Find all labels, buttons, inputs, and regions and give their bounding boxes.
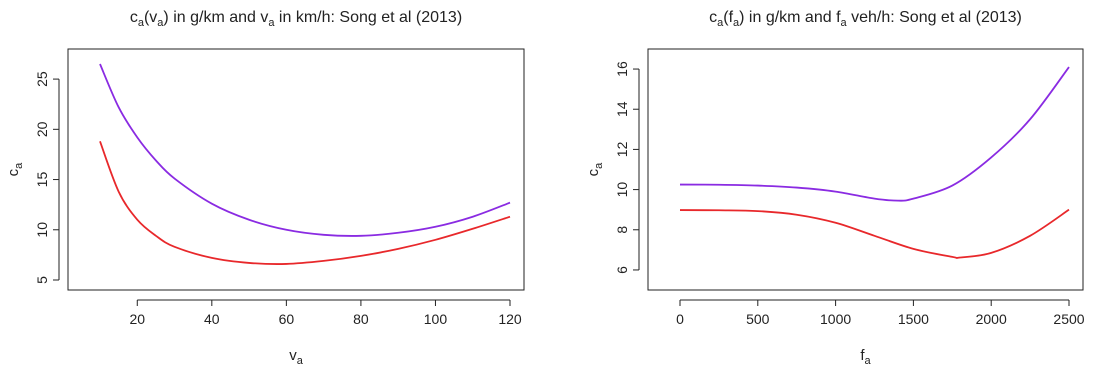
plot-frame [647, 48, 1084, 291]
x-axis-label: fa [860, 347, 871, 367]
chart-title-part: in km/h: Song et al (2013) [274, 9, 462, 26]
y-tick-label: 15 [34, 172, 50, 188]
y-tick-label: 14 [614, 101, 630, 117]
series-line-1 [99, 63, 511, 237]
chart-title-part: veh/h: Song et al (2013) [847, 9, 1022, 26]
series-line-1 [679, 66, 1070, 202]
y-axis-label-part: a [13, 162, 25, 169]
x-tick-label: 60 [279, 311, 295, 327]
x-tick-label: 0 [676, 311, 684, 327]
x-tick-label: 40 [204, 311, 220, 327]
chart-title-part: ) in g/km and v [163, 9, 268, 26]
x-tick-label: 1500 [898, 311, 929, 327]
chart-title-part: a [733, 17, 740, 29]
series-line-2 [679, 208, 1070, 259]
y-tick-label: 10 [614, 182, 630, 198]
chart-panel-1: ca(va) in g/km and va in km/h: Song et a… [5, 9, 525, 367]
series-line-2 [99, 141, 511, 265]
chart-title-part: a [268, 17, 275, 29]
x-tick-label: 20 [129, 311, 145, 327]
plot-frame [67, 48, 525, 291]
x-axis-label-part: f [860, 347, 865, 364]
chart-title-part: a [717, 17, 724, 29]
x-axis-label-part: a [297, 355, 304, 367]
y-tick-label: 12 [614, 141, 630, 157]
x-tick-label: 120 [498, 311, 522, 327]
y-tick-label: 6 [614, 266, 630, 274]
y-tick-label: 10 [34, 222, 50, 238]
x-tick-label: 2000 [976, 311, 1007, 327]
y-tick-label: 16 [614, 61, 630, 77]
y-tick-label: 8 [614, 226, 630, 234]
x-tick-label: 2500 [1053, 311, 1084, 327]
chart-title-part: (v [144, 9, 157, 26]
x-tick-label: 100 [424, 311, 448, 327]
x-tick-label: 80 [353, 311, 369, 327]
x-tick-label: 500 [746, 311, 770, 327]
y-axis-label: ca [5, 162, 25, 177]
chart-title-part: a [157, 17, 164, 29]
chart-title: ca(va) in g/km and va in km/h: Song et a… [130, 9, 462, 29]
chart-title-part: c [709, 9, 717, 26]
chart-panel-2: ca(fa) in g/km and fa veh/h: Song et al … [585, 9, 1085, 367]
y-tick-label: 20 [34, 121, 50, 137]
y-tick-label: 25 [34, 71, 50, 87]
y-axis-label: ca [585, 162, 605, 177]
chart-title-part: ) in g/km and f [739, 9, 841, 26]
x-axis-label: va [289, 347, 304, 367]
x-axis-label-part: v [289, 347, 297, 364]
y-axis-label-part: c [5, 168, 22, 176]
y-axis-label-part: a [593, 162, 605, 169]
chart-title-part: c [130, 9, 138, 26]
x-tick-label: 1000 [820, 311, 851, 327]
chart-title-part: a [138, 17, 145, 29]
y-tick-label: 5 [34, 276, 50, 284]
x-axis-label-part: a [865, 355, 872, 367]
y-axis-label-part: c [585, 168, 602, 176]
chart-title: ca(fa) in g/km and fa veh/h: Song et al … [709, 9, 1022, 29]
chart-title-part: a [841, 17, 848, 29]
chart-title-part: (f [723, 9, 733, 26]
